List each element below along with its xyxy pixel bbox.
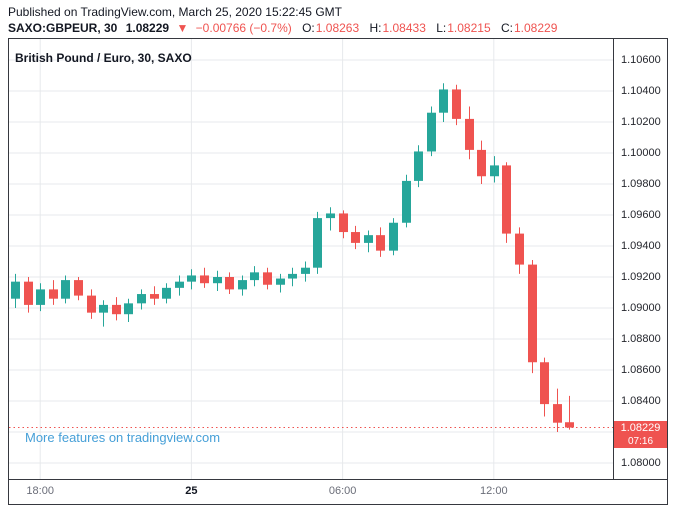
last-price: 1.08229 (125, 21, 170, 35)
price-axis: 1.10600 1.10400 1.10200 1.10000 1.09800 1.096… (613, 39, 668, 479)
candle-body (313, 218, 322, 268)
candle-body (540, 362, 549, 405)
last-price-badge: 1.08229 (614, 420, 667, 435)
candle-body (36, 289, 45, 305)
chart-legend: British Pound / Euro, 30, SAXO (15, 51, 192, 65)
candle-body (124, 303, 133, 315)
close-value: 1.08229 (513, 21, 558, 35)
candle-body (515, 233, 524, 265)
candle-body (175, 281, 184, 288)
ohlc-values: O:1.08263 H:1.08433 L:1.08215 C:1.08229 (295, 21, 557, 35)
chart-area: British Pound / Euro, 30, SAXO More feat… (8, 38, 668, 505)
candle-body (288, 273, 297, 279)
tradingview-watermark-link[interactable]: More features on tradingview.com (25, 430, 221, 445)
candle-body (162, 287, 171, 299)
candle-body (490, 165, 499, 177)
price-axis-label: 1.09600 (621, 209, 661, 221)
price-axis-label: 1.08000 (621, 457, 661, 469)
candle-body (87, 295, 96, 313)
candle-body (376, 235, 385, 251)
high-value: 1.08433 (382, 21, 426, 35)
candle-body (465, 118, 474, 150)
candle-body (553, 404, 562, 423)
candle-body (351, 232, 360, 243)
candle-body (24, 281, 33, 305)
price-axis-label: 1.10600 (621, 54, 661, 66)
candle-body (213, 277, 222, 284)
time-axis-label: 25 (185, 485, 198, 497)
price-axis-label: 1.09200 (621, 271, 661, 283)
candle-body (339, 213, 348, 233)
candlestick-plot (9, 39, 613, 479)
candle-body (565, 422, 574, 428)
price-axis-label: 1.10000 (621, 147, 661, 159)
candles (11, 83, 574, 432)
open-label: O: (302, 21, 315, 35)
close-label: C: (500, 21, 513, 35)
candle-body (11, 281, 20, 299)
candle-body (200, 275, 209, 284)
candle-body (225, 277, 234, 290)
candle-body (326, 213, 335, 219)
down-arrow-icon: ▼ (176, 21, 189, 35)
price-axis-label: 1.08400 (621, 395, 661, 407)
candle-body (250, 272, 259, 281)
price-change: −0.00766 (−0.7%) (195, 21, 292, 35)
open-value: 1.08263 (315, 21, 360, 35)
symbol-name: SAXO:GBPEUR, 30 (8, 21, 118, 35)
candle-body (301, 267, 310, 274)
candle-body (49, 289, 58, 299)
price-axis-label: 1.08600 (621, 364, 661, 376)
price-axis-label: 1.10400 (621, 85, 661, 97)
candle-body (452, 89, 461, 119)
low-label: L: (436, 21, 447, 35)
symbol-info-bar: SAXO:GBPEUR, 30 1.08229 ▼ −0.00766 (−0.7… (8, 21, 557, 35)
price-axis-label: 1.09400 (621, 240, 661, 252)
candle-body (187, 275, 196, 282)
candle-body (402, 180, 411, 223)
candle-body (414, 151, 423, 181)
candle-body (61, 280, 70, 299)
high-label: H: (369, 21, 382, 35)
candle-body (364, 235, 373, 243)
price-axis-label: 1.10200 (621, 116, 661, 128)
candle-body (528, 264, 537, 363)
candle-body (99, 304, 108, 313)
candle-body (150, 294, 159, 299)
candle-body (263, 272, 272, 285)
candle-body (74, 280, 83, 296)
time-axis-label: 12:00 (480, 485, 508, 497)
candle-body (477, 149, 486, 177)
candle-body (389, 222, 398, 251)
candle-body (238, 280, 247, 290)
candle-body (112, 304, 121, 315)
candle-body (502, 165, 511, 234)
candle-body (137, 294, 146, 304)
published-caption: Published on TradingView.com, March 25, … (8, 5, 342, 19)
price-axis-label: 1.09000 (621, 302, 661, 314)
price-axis-label: 1.09800 (621, 178, 661, 190)
low-value: 1.08215 (447, 21, 491, 35)
time-axis-label: 18:00 (26, 485, 54, 497)
candle-body (427, 112, 436, 152)
time-axis: 18:00 25 06:00 12:00 (9, 479, 667, 504)
bar-countdown-badge: 07:16 (614, 434, 667, 448)
grid-lines (9, 39, 613, 479)
candle-body (276, 278, 285, 285)
candle-body (439, 89, 448, 113)
time-axis-label: 06:00 (328, 485, 357, 497)
price-axis-label: 1.08800 (621, 333, 661, 345)
